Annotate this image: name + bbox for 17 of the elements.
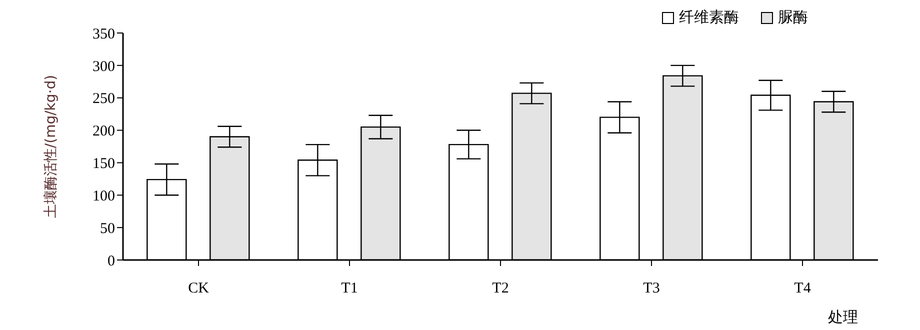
- y-tick-label: 250: [92, 91, 115, 108]
- x-tick-label: T2: [492, 280, 509, 297]
- y-tick-label: 300: [92, 58, 115, 75]
- x-axis-title: 处理: [828, 308, 858, 326]
- x-tick-label: T1: [341, 280, 358, 297]
- y-tick-label: 150: [92, 156, 115, 172]
- y-tick-label: 350: [92, 26, 115, 42]
- y-axis-title: 土壤酶活性/(mg/kg·d): [42, 74, 59, 218]
- x-tick-label: T3: [643, 280, 660, 297]
- y-tick-label: 100: [92, 188, 115, 204]
- y-tick-label: 200: [92, 124, 115, 140]
- x-tick-label: CK: [188, 280, 210, 297]
- x-tick-label: T4: [794, 280, 812, 297]
- legend-label: 纤维素酶: [679, 8, 739, 27]
- y-tick-label: 0: [108, 253, 115, 270]
- y-tick-label: 50: [100, 220, 115, 237]
- legend-label: 脲酶: [778, 8, 808, 27]
